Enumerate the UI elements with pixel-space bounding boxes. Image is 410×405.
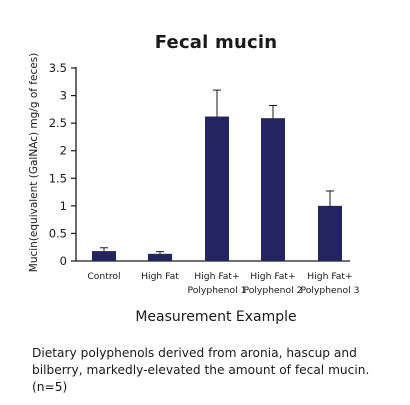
description-text: Dietary polyphenols derived from aronia,… bbox=[32, 346, 370, 394]
y-tick-label: 0.5 bbox=[49, 226, 67, 240]
y-tick-label: 2.5 bbox=[49, 116, 67, 130]
y-tick-label: 2 bbox=[60, 144, 67, 158]
measurement-caption: Measurement Example bbox=[135, 309, 297, 325]
category-label: High Fat+ bbox=[194, 271, 239, 282]
y-axis-label: Mucin(equivalent (GalNAc) mg/g of feces) bbox=[28, 53, 40, 272]
y-tick-label: 1.5 bbox=[49, 171, 67, 185]
y-tick-label: 0 bbox=[60, 254, 67, 268]
bar-2 bbox=[148, 253, 172, 261]
category-label: High Fat+ bbox=[250, 271, 295, 282]
category-label: High Fat+ bbox=[307, 271, 352, 282]
chart-title: Fecal mucin bbox=[154, 32, 278, 53]
category-label: High Fat bbox=[141, 271, 179, 282]
category-label: Polyphenol 1 bbox=[188, 285, 247, 296]
category-label: Control bbox=[87, 271, 120, 282]
plot-area: 0 0.5 1 1.5 2 2.5 3 3.5 Mucin(equivalent (GalNAc… bbox=[28, 53, 360, 296]
bar-1 bbox=[92, 251, 116, 261]
bar-4 bbox=[261, 118, 285, 262]
y-tick-label: 3 bbox=[60, 89, 67, 103]
bar-5 bbox=[318, 205, 342, 261]
y-tick-label: 1 bbox=[60, 199, 67, 213]
category-label: Polyphenol 2 bbox=[244, 285, 303, 296]
bar-3 bbox=[205, 116, 229, 261]
y-tick-label: 3.5 bbox=[49, 61, 67, 75]
category-label: Polyphenol 3 bbox=[301, 285, 360, 296]
